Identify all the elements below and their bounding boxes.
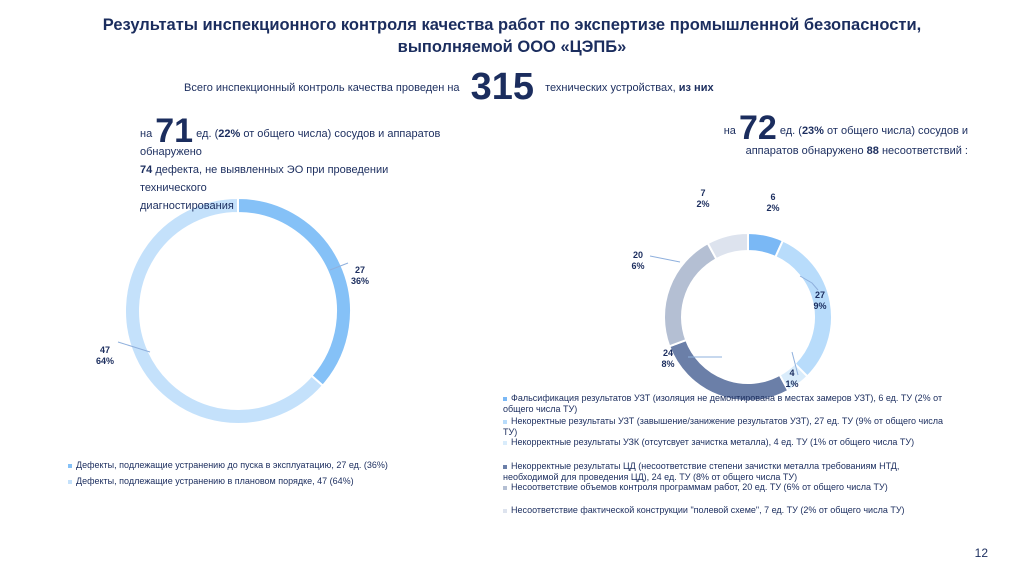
summary-bold: из них [678, 82, 714, 94]
legend-item: Некоректные результаты УЗТ (завышение/за… [503, 416, 953, 438]
text: на [723, 125, 736, 137]
legend-swatch [503, 396, 507, 401]
data-label-value: 27 [354, 265, 365, 275]
legend-item: Дефекты, подлежащие устранению в планово… [68, 476, 448, 487]
legend-item: Дефекты, подлежащие устранению до пуска … [68, 460, 448, 471]
legend-item: Несоответствие объемов контроля программ… [503, 482, 953, 493]
data-label-value: 4 [789, 368, 795, 378]
legend-text: Некорректные результаты ЦД (несоответств… [503, 461, 900, 482]
data-label: 47 64% [93, 345, 117, 367]
legend-swatch [68, 479, 72, 484]
slide-title: Результаты инспекционного контроля качес… [0, 14, 1024, 58]
data-label: 6 2% [761, 192, 785, 214]
right-number: 72 [738, 109, 777, 147]
legend-text: Несоответствие объемов контроля программ… [511, 482, 888, 492]
legend-text: Дефекты, подлежащие устранению до пуска … [76, 460, 388, 470]
summary-pre: Всего инспекционный контроль качества пр… [184, 82, 460, 94]
title-line: выполняемой ООО «ЦЭПБ» [397, 38, 627, 56]
legend-swatch [503, 440, 507, 445]
data-label-pct: 2% [696, 199, 710, 209]
data-label: 4 1% [780, 368, 804, 390]
text: на [140, 128, 153, 140]
text: аппаратов обнаружено [745, 145, 864, 157]
data-label-pct: 2% [766, 203, 780, 213]
leader-line [117, 341, 151, 353]
summary: Всего инспекционный контроль качества пр… [184, 66, 714, 109]
donut-slice [237, 196, 352, 388]
legend-item: Несоответствие фактической конструкции "… [503, 505, 953, 516]
donut-slice [668, 338, 790, 402]
legend-swatch [68, 463, 72, 468]
data-label-pct: 64% [95, 356, 114, 366]
text: ед. ( [196, 128, 219, 140]
title-line: Результаты инспекционного контроля качес… [102, 16, 922, 34]
data-label-value: 47 [99, 345, 110, 355]
left-pct: 22% [218, 128, 241, 140]
data-label: 27 9% [808, 290, 832, 312]
summary-post: технических устройствах, [545, 82, 676, 94]
right-count: 88 [866, 145, 879, 157]
legend-text: Некорректные результаты УЗК (отсутсвует … [511, 437, 915, 447]
data-label: 24 8% [656, 348, 680, 370]
data-label-value: 7 [700, 188, 706, 198]
data-label-value: 20 [632, 250, 643, 260]
left-summary: на 71 ед. (22% от общего числа) сосудов … [140, 114, 450, 215]
leader-line [649, 255, 681, 263]
data-label-value: 27 [814, 290, 825, 300]
legend-swatch [503, 464, 507, 469]
data-label: 7 2% [691, 188, 715, 210]
leader-line [791, 351, 799, 376]
text: от общего числа) сосудов и аппаратов обн… [140, 128, 441, 158]
summary-number: 315 [470, 66, 535, 108]
right-pct: 23% [801, 125, 824, 137]
page-number: 12 [974, 546, 988, 560]
legend-text: Некоректные результаты УЗТ (завышение/за… [503, 416, 944, 437]
donut-slice [124, 196, 325, 425]
data-label-pct: 8% [661, 359, 675, 369]
data-label-value: 24 [662, 348, 673, 358]
legend-text: Фальсификация результатов УЗТ (изоляция … [503, 393, 943, 414]
data-label-pct: 1% [785, 379, 799, 389]
text: несоответствий : [881, 145, 968, 157]
text: ед. ( [779, 125, 802, 137]
text: диагностирования [140, 200, 234, 212]
data-label-value: 6 [770, 192, 776, 202]
leader-line [799, 275, 819, 291]
data-label: 20 6% [626, 250, 650, 272]
legend-text: Несоответствие фактической конструкции "… [511, 505, 905, 515]
legend-text: Дефекты, подлежащие устранению в планово… [76, 476, 354, 486]
donut-slice [663, 241, 718, 348]
left-number: 71 [155, 112, 194, 150]
right-summary: на 72 ед. (23% от общего числа) сосудов … [688, 111, 968, 161]
data-label: 27 36% [348, 265, 372, 287]
donut-slice [706, 231, 749, 261]
legend-item: Фальсификация результатов УЗТ (изоляция … [503, 393, 953, 415]
legend-swatch [503, 419, 507, 424]
text: от общего числа) сосудов и [827, 125, 968, 137]
left-count: 74 [140, 164, 153, 176]
data-label-pct: 6% [631, 261, 645, 271]
legend-swatch [503, 508, 507, 513]
legend-item: Некорректные результаты УЗК (отсутсвует … [503, 437, 953, 448]
legend-swatch [503, 485, 507, 490]
legend-item: Некорректные результаты ЦД (несоответств… [503, 461, 953, 483]
data-label-pct: 36% [350, 276, 369, 286]
leader-line [329, 262, 349, 271]
data-label-pct: 9% [813, 301, 827, 311]
text: дефекта, не выявленных ЭО при проведении… [140, 164, 389, 194]
